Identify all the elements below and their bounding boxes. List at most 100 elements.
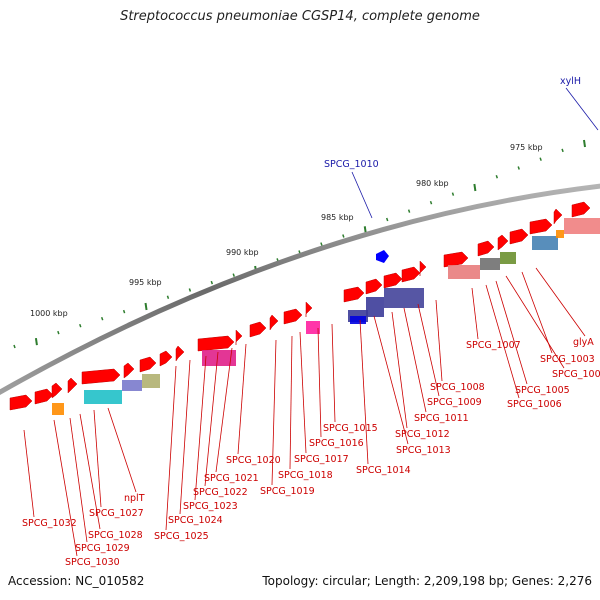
gene-arrow <box>283 308 303 325</box>
scale-tick <box>232 273 235 277</box>
scale-tick <box>13 344 16 349</box>
track-block <box>366 297 384 317</box>
map-title: Streptococcus pneumoniae CGSP14, complet… <box>120 9 480 24</box>
gene-leader-line <box>535 267 586 337</box>
track-block <box>306 321 320 334</box>
scale-tick <box>100 316 104 321</box>
gene-label: SPCG_1017 <box>294 454 349 465</box>
track-block <box>532 236 558 250</box>
scale-tick <box>517 166 520 170</box>
track-block <box>564 218 600 234</box>
gene-label: SPCG_1027 <box>89 508 144 519</box>
tick-labels: 975 kbp 980 kbp 985 kbp 990 kbp 995 kbp 1000 … <box>30 143 543 318</box>
tick-label: 975 kbp <box>510 143 543 152</box>
feature-leader-line <box>565 87 599 131</box>
gene-leader-line <box>107 407 137 493</box>
gene-label: nplT <box>124 493 145 504</box>
tick-label: 995 kbp <box>129 278 162 287</box>
gene-label: SPCG_1007 <box>466 340 521 351</box>
gene-leader-line <box>194 355 207 501</box>
feature-label-spcg-1010: SPCG_1010 <box>324 159 379 170</box>
gene-label: SPCG_1008 <box>430 382 485 393</box>
gene-leader-line <box>485 284 520 399</box>
gene-arrows <box>9 201 600 415</box>
scale-tick <box>188 288 192 292</box>
gene-label: SPCG_1012 <box>395 429 450 440</box>
gene-leader-line <box>331 323 336 423</box>
gene-leader-line <box>204 351 219 487</box>
scale-tick <box>320 242 323 246</box>
gene-leader-line <box>69 417 88 543</box>
gene-arrow <box>401 266 421 283</box>
gene-leader-line <box>23 429 35 518</box>
feature-marker <box>376 250 389 263</box>
feature-label-xylh: xylH <box>560 76 581 87</box>
gene-arrow <box>235 329 243 345</box>
genome-backbone <box>0 183 600 396</box>
track-block <box>448 265 480 279</box>
gene-leader-line <box>215 347 233 473</box>
feature-annotations: xylH SPCG_1010 <box>324 76 599 263</box>
gene-arrow <box>249 321 267 338</box>
gene-label: SPCG_1005 <box>515 385 570 396</box>
gene-leader-line <box>495 280 528 385</box>
scale-tick <box>144 302 148 311</box>
track-block <box>350 316 366 324</box>
tick-label: 980 kbp <box>416 179 449 188</box>
gene-leader-line <box>271 339 277 486</box>
gene-arrow <box>571 201 591 218</box>
scale-tick <box>79 323 82 328</box>
gene-label: SPCG_1006 <box>507 399 562 410</box>
gene-arrow <box>477 240 495 257</box>
gene-arrow <box>9 394 33 411</box>
gene-label: SPCG_1021 <box>204 473 259 484</box>
gene-arrow <box>529 218 553 235</box>
gene-leader-line <box>417 303 440 397</box>
gene-label: SPCG_1011 <box>414 413 469 424</box>
track-block <box>84 390 122 404</box>
gene-label: SPCG_1028 <box>88 530 143 541</box>
scale-tick <box>429 200 433 205</box>
gene-arrow <box>81 368 121 385</box>
gene-label: SPCG_1018 <box>278 470 333 481</box>
gene-label: SPCG_1004 <box>552 369 600 380</box>
gene-leader-lines <box>23 267 586 557</box>
scale-tick <box>210 280 214 285</box>
gene-labels: glyA SPCG_1003 SPCG_1004 SPCG_1005 SPCG_1006… <box>22 337 600 568</box>
gene-leader-line <box>53 419 78 557</box>
track-block <box>142 374 160 388</box>
gene-label: SPCG_1014 <box>356 465 411 476</box>
gene-arrow <box>197 335 235 352</box>
gene-label: SPCG_1009 <box>427 397 482 408</box>
scale-tick <box>34 337 38 346</box>
gene-arrow <box>67 377 78 394</box>
gene-leader-line <box>165 365 177 531</box>
gene-arrow <box>159 350 173 367</box>
tick-label: 985 kbp <box>321 213 354 222</box>
scale-tick <box>473 183 477 192</box>
gene-leader-line <box>289 335 293 470</box>
track-block <box>52 403 64 415</box>
gene-arrow <box>509 228 529 245</box>
gene-leader-line <box>391 311 408 429</box>
track-block <box>384 288 424 308</box>
scale-tick <box>495 175 499 179</box>
tick-label: 1000 kbp <box>30 309 68 318</box>
tick-label: 990 kbp <box>226 248 259 257</box>
gene-leader-line <box>373 315 409 445</box>
gene-leader-line <box>435 299 443 382</box>
gene-label: SPCG_1029 <box>75 543 130 554</box>
accession-text: Accession: NC_010582 <box>8 574 145 588</box>
gene-label: SPCG_1024 <box>168 515 223 526</box>
gene-leader-line <box>471 287 479 340</box>
gene-label: SPCG_1003 <box>540 354 595 365</box>
gene-label: SPCG_1022 <box>193 487 248 498</box>
gene-leader-line <box>79 413 101 530</box>
gene-arrow <box>51 382 63 399</box>
track-block <box>122 380 142 391</box>
track-block <box>556 230 564 238</box>
scale-tick <box>57 330 60 335</box>
track-block <box>202 350 236 366</box>
gene-leader-line <box>179 359 191 515</box>
